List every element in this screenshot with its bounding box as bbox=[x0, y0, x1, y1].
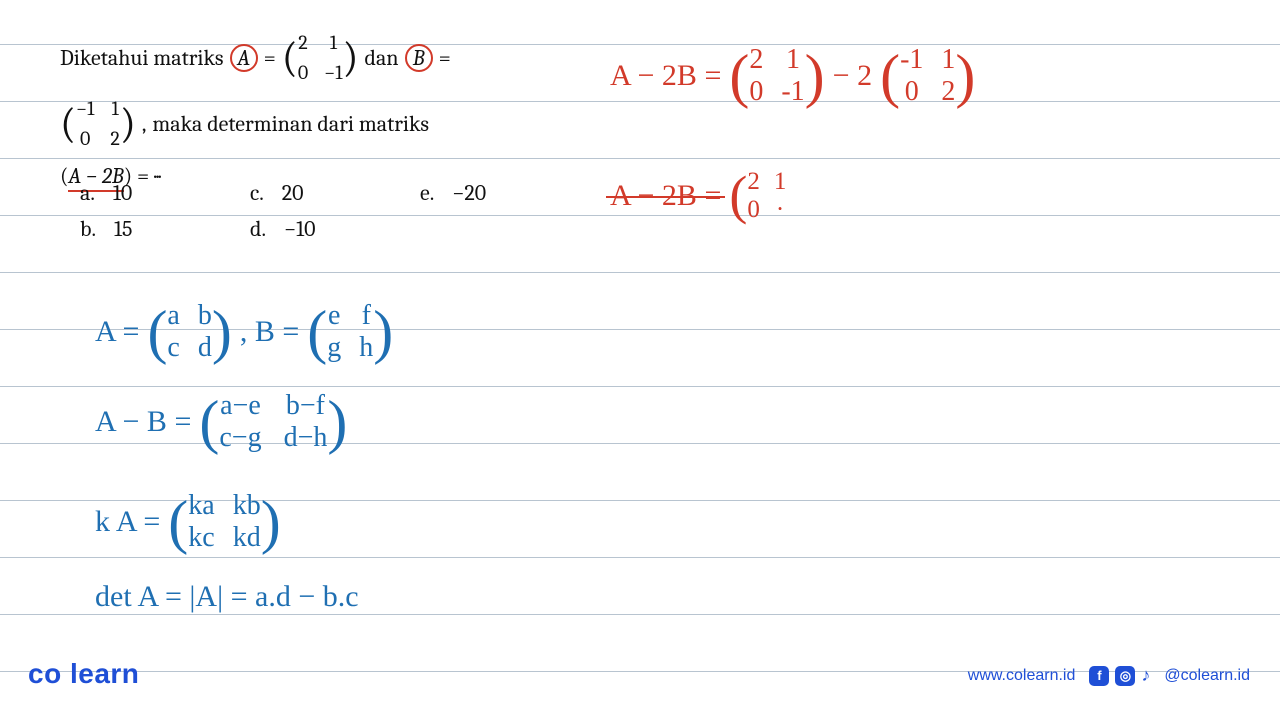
hw-m-k: ( ka kb kc kd ) bbox=[168, 490, 280, 554]
hw-A-minus-B: A − B = ( a−e b−f c−g d−h ) bbox=[95, 390, 347, 454]
cell: 2 bbox=[941, 76, 955, 108]
cell: c−g bbox=[219, 422, 261, 454]
footer-url[interactable]: www.colearn.id bbox=[968, 667, 1076, 685]
cell: 2 bbox=[747, 168, 760, 196]
problem-statement: Diketahui matriks A = ( 2 1 0 −1 ) dan B… bbox=[60, 28, 580, 193]
hw-step1: A − 2B = ( 2 1 0 -1 ) − 2 ( -1 1 0 2 ) bbox=[610, 44, 975, 108]
cell: 0 bbox=[900, 76, 923, 108]
option-c: c. 20 bbox=[250, 180, 420, 206]
opt-key: e. bbox=[420, 180, 434, 206]
cell: −1 bbox=[76, 94, 94, 124]
cell: kc bbox=[188, 522, 214, 554]
cell: 0 bbox=[76, 124, 94, 154]
cell: -1 bbox=[900, 44, 923, 76]
answer-options: a. 10 c. 20 e. −20 b. 15 d. −10 bbox=[80, 180, 590, 242]
text-tail: maka determinan dari matriks bbox=[152, 108, 429, 141]
hw-minus2: − 2 bbox=[833, 59, 872, 93]
brand-logo: co learn bbox=[28, 658, 139, 690]
cell: 1 bbox=[774, 168, 787, 196]
eq-sign-2: = bbox=[439, 42, 451, 75]
text-lead: Diketahui matriks bbox=[60, 42, 224, 75]
cell: g bbox=[327, 332, 341, 364]
cell: 0 bbox=[749, 76, 763, 108]
option-b: b. 15 bbox=[80, 216, 250, 242]
cell: kd bbox=[233, 522, 261, 554]
cell: 2 bbox=[298, 28, 308, 58]
logo-co: co bbox=[28, 658, 62, 689]
opt-key: c. bbox=[250, 180, 264, 206]
eq-sign: = bbox=[264, 42, 276, 75]
instagram-icon[interactable]: ◎ bbox=[1115, 666, 1135, 686]
option-e: e. −20 bbox=[420, 180, 590, 206]
circled-A: A bbox=[230, 44, 258, 72]
cell: a−e bbox=[219, 390, 261, 422]
hw-kA-eq: k A = bbox=[95, 505, 160, 539]
opt-val: −10 bbox=[284, 216, 316, 242]
option-a: a. 10 bbox=[80, 180, 250, 206]
circled-B: B bbox=[405, 44, 433, 72]
hw-A-eq: A = bbox=[95, 315, 139, 349]
cell: ka bbox=[188, 490, 214, 522]
footer-handle[interactable]: @colearn.id bbox=[1164, 667, 1250, 685]
matrix-A: ( 2 1 0 −1 ) bbox=[282, 28, 359, 88]
logo-learn: learn bbox=[70, 658, 139, 689]
opt-val: −20 bbox=[452, 180, 486, 206]
cell: -1 bbox=[781, 76, 804, 108]
opt-val: 15 bbox=[114, 216, 132, 242]
cell: kb bbox=[233, 490, 261, 522]
cell: f bbox=[359, 300, 373, 332]
cell: 2 bbox=[110, 124, 119, 154]
facebook-icon[interactable]: f bbox=[1089, 666, 1109, 686]
option-d: d. −10 bbox=[250, 216, 420, 242]
cell: e bbox=[327, 300, 341, 332]
cell: b−f bbox=[284, 390, 328, 422]
cell: 1 bbox=[324, 28, 342, 58]
cell: 2 bbox=[749, 44, 763, 76]
cell: b bbox=[198, 300, 212, 332]
page-content: Diketahui matriks A = ( 2 1 0 −1 ) dan B… bbox=[0, 0, 1280, 720]
opt-val: 10 bbox=[113, 180, 132, 206]
hw-m3: ( 2 1 0 · bbox=[729, 168, 786, 224]
opt-val: 20 bbox=[282, 180, 304, 206]
hw-defs-AB: A = ( a b c d ) , B = ( e f g h ) bbox=[95, 300, 393, 364]
text-dan: dan bbox=[365, 42, 399, 75]
hw-det-text: det A = |A| = a.d − b.c bbox=[95, 580, 359, 614]
cell: c bbox=[167, 332, 179, 364]
hw-det: det A = |A| = a.d − b.c bbox=[95, 580, 359, 614]
hw-m2: ( -1 1 0 2 ) bbox=[880, 44, 975, 108]
opt-key: d. bbox=[250, 216, 266, 242]
hw-AmB-eq: A − B = bbox=[95, 405, 191, 439]
opt-key: b. bbox=[80, 216, 96, 242]
hw-m1: ( 2 1 0 -1 ) bbox=[729, 44, 824, 108]
social-icons: f ◎ ♪ bbox=[1089, 665, 1150, 686]
footer-right: www.colearn.id f ◎ ♪ @colearn.id bbox=[968, 665, 1250, 686]
cell: 1 bbox=[781, 44, 804, 76]
cell: 1 bbox=[941, 44, 955, 76]
matrix-B: ( −1 1 0 2 ) bbox=[60, 94, 136, 154]
cell: · bbox=[774, 196, 787, 224]
hw-m-sub: ( a−e b−f c−g d−h ) bbox=[199, 390, 347, 454]
opt-key: a. bbox=[80, 180, 95, 206]
hw-step2: A − 2B = ( 2 1 0 · bbox=[610, 168, 786, 224]
cell: d bbox=[198, 332, 212, 364]
cell: a bbox=[167, 300, 179, 332]
cell: h bbox=[359, 332, 373, 364]
cell: −1 bbox=[324, 58, 342, 88]
cell: d−h bbox=[284, 422, 328, 454]
hw-m-ab: ( a b c d ) bbox=[147, 300, 231, 364]
comma: , bbox=[142, 108, 147, 141]
tiktok-icon[interactable]: ♪ bbox=[1141, 665, 1150, 686]
hw-m-ef: ( e f g h ) bbox=[307, 300, 393, 364]
cell: 0 bbox=[298, 58, 308, 88]
hw-lhs1: A − 2B = bbox=[610, 59, 721, 93]
cell: 1 bbox=[110, 94, 119, 124]
cell: 0 bbox=[747, 196, 760, 224]
hw-B-eq: , B = bbox=[240, 315, 299, 349]
logo-dot-icon bbox=[62, 656, 70, 687]
hw-kA: k A = ( ka kb kc kd ) bbox=[95, 490, 281, 554]
hw-lhs2-strike: A − 2B = bbox=[610, 179, 721, 213]
